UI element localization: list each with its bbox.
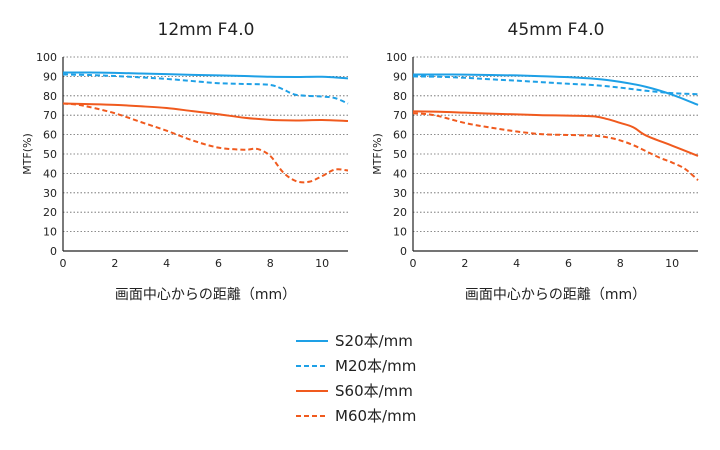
y-tick-label: 100 (36, 51, 57, 64)
series-line-2 (62, 73, 349, 105)
x-tick-label: 10 (665, 257, 679, 270)
chart-title: 12mm F4.0 (158, 20, 255, 40)
x-tick-label: 2 (461, 257, 468, 270)
legend-item: S60本/mm (296, 382, 413, 400)
series-line-2 (412, 75, 699, 96)
y-tick-label: 70 (43, 109, 57, 122)
x-tick-label: 4 (513, 257, 520, 270)
y-tick-label: 10 (43, 226, 57, 239)
series-line-3 (62, 102, 349, 123)
y-tick-label: 50 (393, 148, 407, 161)
chart-panel-12mm: 12mm F4.0 0 10 20 30 40 50 60 70 80 90 100 0 2 4 6 8 10 MT… (21, 20, 349, 303)
y-tick-label: 0 (50, 245, 57, 258)
y-tick-label: 80 (43, 90, 57, 103)
x-axis-label: 画面中心からの距離（mm） (465, 286, 646, 303)
y-tick-label: 80 (393, 90, 407, 103)
y-tick-label: 40 (393, 167, 407, 180)
y-tick-label: 0 (400, 245, 407, 258)
legend-label: S60本/mm (335, 382, 413, 400)
y-tick-label: 30 (393, 187, 407, 200)
x-tick-label: 10 (315, 257, 329, 270)
legend: S20本/mm M20本/mm S60本/mm M60本/mm (296, 332, 416, 425)
x-tick-label: 2 (111, 257, 118, 270)
y-tick-label: 60 (43, 129, 57, 142)
x-tick-label: 0 (410, 257, 417, 270)
y-tick-label: 20 (393, 206, 407, 219)
y-tick-label: 70 (393, 109, 407, 122)
x-tick-label: 0 (60, 257, 67, 270)
legend-label: M20本/mm (335, 357, 416, 375)
y-tick-label: 50 (43, 148, 57, 161)
series-line-4 (62, 102, 349, 184)
y-tick-label: 90 (43, 70, 57, 83)
y-axis-label: MTF(%) (21, 133, 34, 175)
legend-item: M60本/mm (296, 407, 416, 425)
y-tick-label: 30 (43, 187, 57, 200)
x-axis-label: 画面中心からの距離（mm） (115, 286, 296, 303)
x-tick-label: 8 (617, 257, 624, 270)
x-tick-label: 4 (163, 257, 170, 270)
x-tick-label: 8 (267, 257, 274, 270)
x-tick-label: 6 (215, 257, 222, 270)
y-tick-label: 60 (393, 129, 407, 142)
y-tick-label: 40 (43, 167, 57, 180)
legend-item: M20本/mm (296, 357, 416, 375)
y-tick-label: 10 (393, 226, 407, 239)
series-line-3 (412, 110, 699, 157)
y-axis-label: MTF(%) (371, 133, 384, 175)
chart-panel-45mm: 45mm F4.0 0 10 20 30 40 50 60 70 80 90 100 0 2 4 6 8 10 MT… (371, 20, 699, 303)
x-tick-label: 6 (565, 257, 572, 270)
legend-label: S20本/mm (335, 332, 413, 350)
series-line-4 (412, 112, 699, 181)
y-tick-label: 20 (43, 206, 57, 219)
y-tick-label: 90 (393, 70, 407, 83)
y-tick-label: 100 (386, 51, 407, 64)
legend-label: M60本/mm (335, 407, 416, 425)
series-line-1 (412, 73, 699, 106)
series-line-1 (62, 71, 349, 80)
legend-item: S20本/mm (296, 332, 413, 350)
chart-title: 45mm F4.0 (508, 20, 605, 40)
